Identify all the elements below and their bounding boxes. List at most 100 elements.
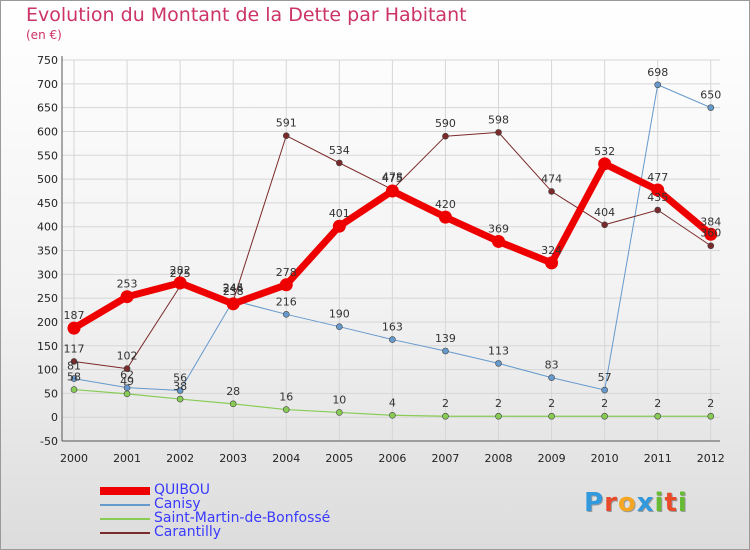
y-tick-label: 100: [37, 364, 58, 377]
data-label: 4: [389, 396, 396, 409]
data-point: [654, 81, 662, 89]
data-point: [548, 412, 555, 420]
data-label: 598: [488, 113, 509, 126]
data-label: 474: [541, 172, 562, 185]
data-point: [123, 384, 131, 391]
data-label: 324: [541, 244, 562, 257]
data-label: 113: [488, 344, 509, 357]
x-tick-label: 2008: [485, 452, 513, 465]
data-label: 56: [173, 372, 187, 385]
data-point: [336, 159, 343, 167]
data-label: 83: [545, 359, 559, 372]
data-point: [442, 132, 449, 140]
data-point: [173, 276, 187, 290]
data-label: 369: [488, 222, 509, 235]
data-label: 253: [117, 278, 138, 291]
data-point: [601, 412, 608, 420]
data-label: 2: [442, 397, 449, 410]
data-point: [336, 409, 343, 416]
data-label: 698: [647, 66, 668, 79]
data-point: [70, 358, 78, 365]
data-point: [438, 210, 452, 224]
data-point: [123, 390, 131, 398]
line-chart: -50 0 50 100 150 200 250 300 350 400 450 500 550 600 6…: [37, 54, 725, 465]
data-point: [385, 184, 399, 198]
data-label: 2: [495, 397, 502, 410]
data-point: [601, 221, 608, 229]
data-label: 532: [594, 145, 615, 158]
data-label: 163: [382, 321, 403, 334]
data-point: [545, 256, 559, 270]
data-label: 282: [170, 264, 191, 277]
data-label: 238: [223, 285, 244, 298]
data-point: [229, 400, 237, 408]
data-label: 590: [435, 117, 456, 130]
y-tick-label: 250: [37, 292, 58, 305]
data-point: [707, 104, 715, 111]
y-tick-label: 750: [37, 54, 58, 67]
data-point: [654, 206, 662, 214]
data-point: [176, 387, 184, 394]
legend-swatch: [100, 487, 150, 495]
data-label: 117: [64, 342, 85, 355]
y-tick-label: 150: [37, 340, 58, 353]
x-tick-label: 2001: [113, 452, 141, 465]
data-label: 2: [654, 397, 661, 410]
x-tick-label: 2002: [166, 452, 194, 465]
y-tick-label: 350: [37, 245, 58, 258]
data-label: 190: [329, 308, 350, 321]
x-tick-label: 2003: [219, 452, 247, 465]
legend-swatch: [100, 532, 150, 534]
y-tick-label: 450: [37, 197, 58, 210]
data-label: 278: [276, 266, 297, 279]
legend-swatch: [100, 504, 150, 506]
data-point: [282, 132, 290, 140]
data-point: [67, 321, 81, 335]
legend-swatch: [100, 518, 150, 520]
proxiti-logo: Proxiti: [584, 488, 688, 518]
data-point: [548, 374, 555, 381]
data-label: 102: [117, 350, 138, 363]
x-tick-label: 2010: [591, 452, 619, 465]
data-label: 2: [548, 397, 555, 410]
data-label: 2: [707, 397, 714, 410]
data-label: 275: [170, 267, 191, 280]
y-tick-label: 550: [37, 149, 58, 162]
data-point: [707, 412, 715, 420]
data-point: [120, 290, 134, 304]
y-tick-label: 300: [37, 268, 58, 281]
data-label: 360: [700, 227, 721, 240]
logo-letter: P: [584, 488, 605, 518]
x-tick-label: 2012: [697, 452, 725, 465]
data-point: [70, 386, 78, 393]
legend-label: QUIBOU: [154, 482, 211, 498]
data-label: 2: [601, 397, 608, 410]
data-label: 16: [279, 391, 293, 404]
data-point: [226, 297, 240, 311]
data-label: 58: [67, 371, 81, 384]
data-label: 139: [435, 332, 456, 345]
legend-label: Carantilly: [154, 524, 222, 540]
data-label: 435: [647, 191, 668, 204]
y-tick-label: 650: [37, 102, 58, 115]
x-tick-label: 2011: [644, 452, 672, 465]
data-point: [336, 323, 343, 331]
data-label: 591: [276, 117, 297, 130]
data-point: [707, 242, 715, 250]
data-label: 650: [700, 89, 721, 102]
x-tick-label: 2007: [431, 452, 459, 465]
data-point: [389, 336, 396, 343]
data-label: 384: [700, 215, 721, 228]
data-point: [548, 188, 555, 195]
y-tick-label: 0: [51, 411, 58, 424]
data-point: [282, 311, 290, 318]
logo-letter: o: [617, 488, 637, 518]
data-point: [495, 360, 502, 367]
data-point: [601, 386, 608, 394]
logo-letter: r: [604, 488, 618, 518]
data-point: [495, 129, 502, 136]
y-tick-label: 700: [37, 78, 58, 91]
data-label: 57: [598, 371, 612, 384]
data-label: 49: [120, 375, 134, 388]
data-point: [442, 412, 449, 420]
